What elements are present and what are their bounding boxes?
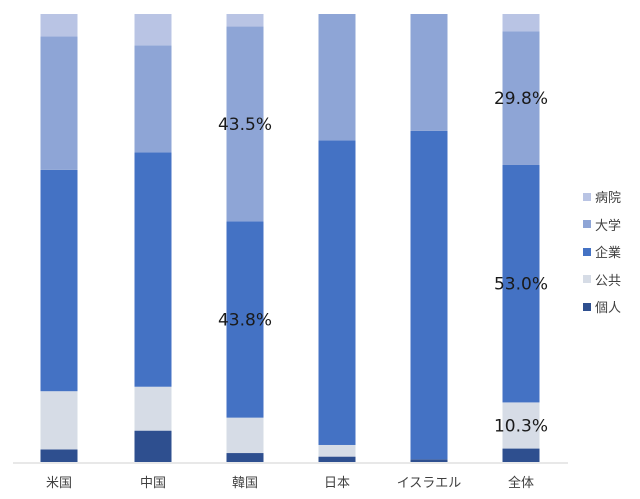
x-tick-label: イスラエル	[397, 476, 462, 491]
bar-segment	[40, 391, 78, 450]
legend-swatch	[583, 220, 591, 229]
legend-label: 大学	[595, 218, 622, 234]
bar-segment	[226, 221, 264, 418]
legend-swatch	[583, 302, 591, 311]
bar-segment	[226, 14, 264, 27]
data-label: 43.8%	[218, 311, 272, 331]
bar-segment	[318, 456, 356, 462]
legend-label: 公共	[595, 273, 622, 289]
x-tick-label: 全体	[508, 475, 534, 491]
bar-segment	[134, 430, 172, 462]
legend-label: 企業	[595, 246, 622, 262]
bar-segment	[502, 448, 540, 462]
bar-segment	[502, 164, 540, 403]
data-label: 10.3%	[494, 416, 548, 436]
bar-segment	[40, 14, 78, 37]
bar-segment	[502, 402, 540, 449]
bar-segment	[502, 31, 540, 165]
bar-segment	[410, 459, 448, 462]
bar-segment	[134, 14, 172, 46]
x-tick-label: 日本	[324, 476, 350, 491]
x-tick-label: 中国	[140, 476, 166, 491]
x-tick-label: 韓国	[232, 476, 258, 491]
legend-item: 病院	[583, 183, 621, 211]
legend-item: 個人	[583, 293, 621, 321]
bar-segment	[226, 453, 264, 462]
data-label: 29.8%	[494, 89, 548, 109]
data-label: 53.0%	[494, 275, 548, 295]
bar-segment	[410, 130, 448, 460]
legend-label: 病院	[595, 191, 622, 207]
legend-label: 個人	[595, 301, 622, 317]
data-label: 43.5%	[218, 115, 272, 135]
bar-segment	[410, 14, 448, 131]
legend-swatch	[583, 275, 591, 284]
bar-segment	[226, 417, 264, 454]
bar-layer	[40, 14, 540, 462]
bar-segment	[40, 169, 78, 392]
legend-swatch	[583, 247, 591, 256]
legend: 病院大学企業公共個人	[583, 183, 621, 321]
legend-swatch	[583, 192, 591, 201]
bar-segment	[134, 152, 172, 387]
bar-segment	[226, 26, 264, 222]
legend-item: 企業	[583, 238, 621, 266]
legend-item: 公共	[583, 266, 621, 294]
data-label-layer: 43.5% 43.8% 29.8% 53.0% 10.3%	[218, 89, 548, 436]
bar-segment	[318, 444, 356, 457]
x-tick-label: 米国	[46, 476, 72, 491]
bar-segment	[134, 45, 172, 153]
bar-segment	[134, 386, 172, 431]
bar-segment	[40, 449, 78, 462]
x-tick-layer: 米国 中国 韓国 日本 イスラエル 全体	[46, 475, 534, 491]
bar-segment	[40, 36, 78, 170]
bar-segment	[318, 140, 356, 445]
bar-segment	[318, 14, 356, 141]
legend-item: 大学	[583, 211, 621, 239]
bar-segment	[502, 14, 540, 32]
